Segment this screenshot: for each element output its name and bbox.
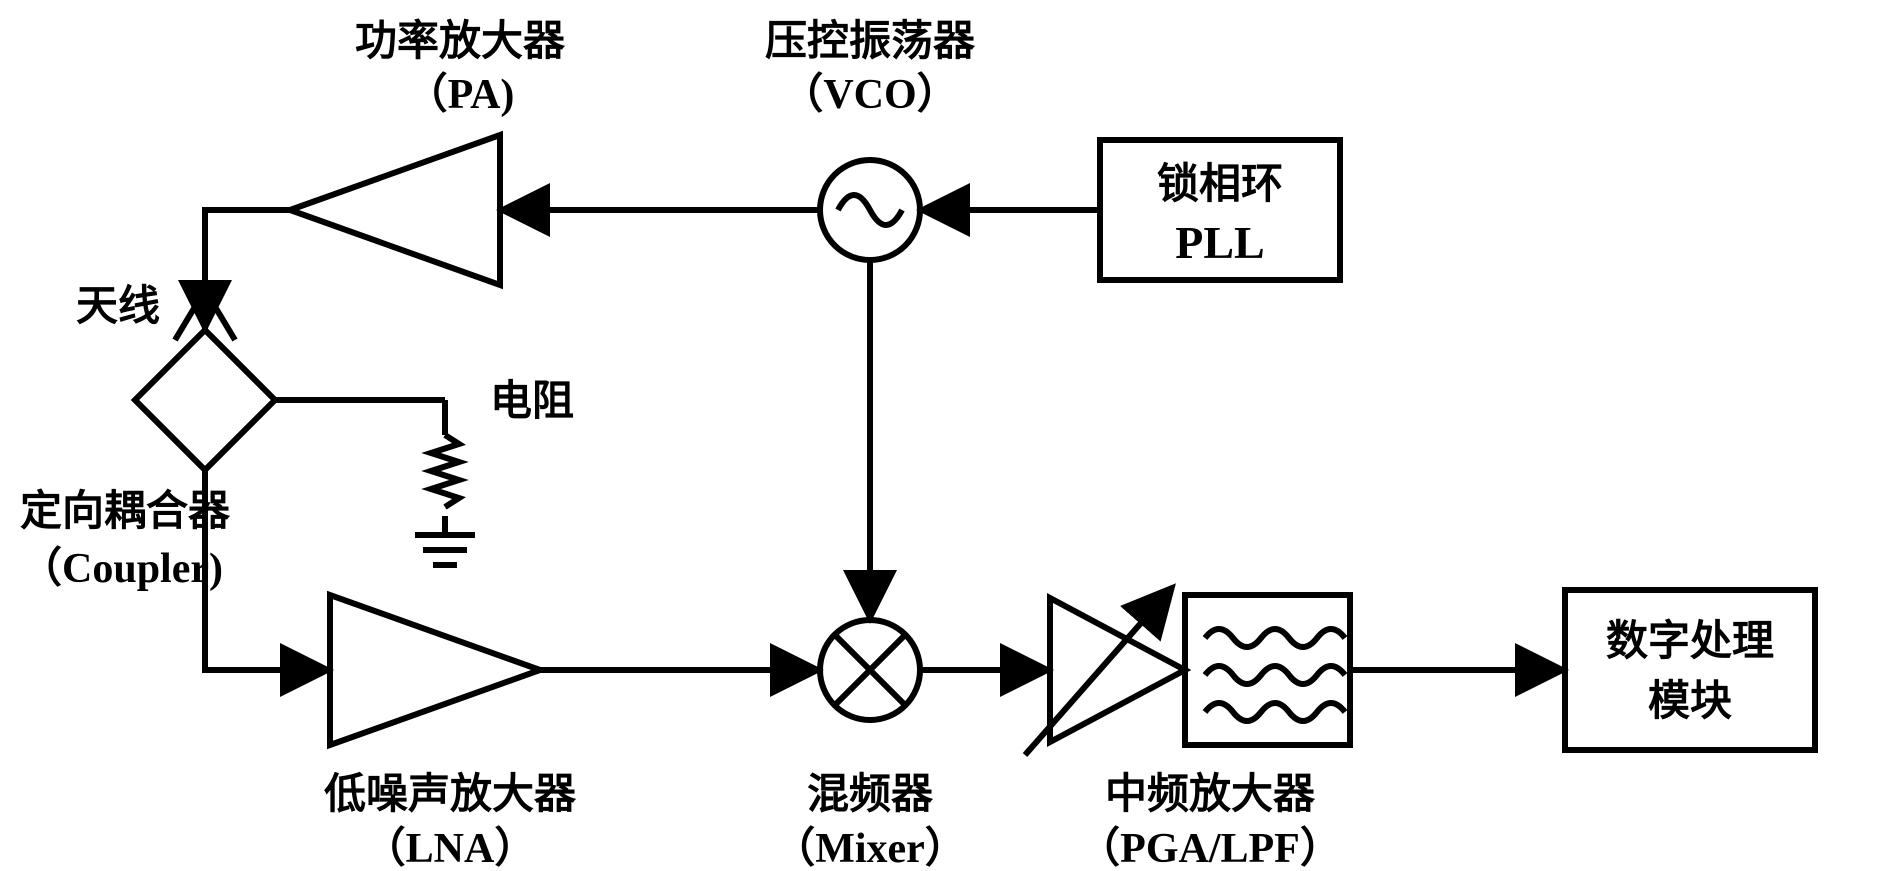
- if-label-cn: 中频放大器: [1105, 771, 1316, 818]
- pa-label-cn: 功率放大器: [355, 18, 566, 65]
- if-label-en: （PGA/LPF）: [1078, 825, 1342, 871]
- dsp-label-l1: 数字处理: [1606, 618, 1774, 665]
- dsp-block: 数字处理 模块: [1565, 590, 1815, 750]
- antenna-label: 天线: [76, 283, 160, 330]
- pga-symbol: [1025, 590, 1185, 755]
- lna-label-en: （LNA）: [364, 825, 537, 871]
- pa-label-en: （PA): [406, 71, 515, 118]
- pll-label-en: PLL: [1175, 217, 1264, 268]
- coupler-label-en: （Coupler): [20, 545, 223, 592]
- pll-label-cn: 锁相环: [1157, 161, 1283, 208]
- pa-symbol: [290, 135, 500, 285]
- vco-label-en: （VCO）: [781, 71, 958, 118]
- rf-block-diagram: 锁相环 PLL 数字处理 模块: [0, 0, 1878, 871]
- mixer-symbol: [820, 620, 920, 720]
- pll-block: 锁相环 PLL: [1100, 140, 1340, 280]
- dsp-label-l2: 模块: [1648, 678, 1732, 725]
- lpf-symbol: [1185, 595, 1350, 745]
- mixer-label-en: （Mixer）: [773, 825, 967, 871]
- lna-symbol: [330, 595, 540, 745]
- vco-label-cn: 压控振荡器: [765, 18, 976, 65]
- resistor-symbol: [275, 400, 475, 565]
- coupler-label-cn: 定向耦合器: [20, 488, 231, 535]
- vco-symbol: [820, 160, 920, 260]
- lna-label-cn: 低噪声放大器: [324, 771, 577, 818]
- mixer-label-cn: 混频器: [807, 771, 934, 818]
- resistor-label: 电阻: [490, 378, 574, 425]
- coupler-symbol: [135, 330, 275, 470]
